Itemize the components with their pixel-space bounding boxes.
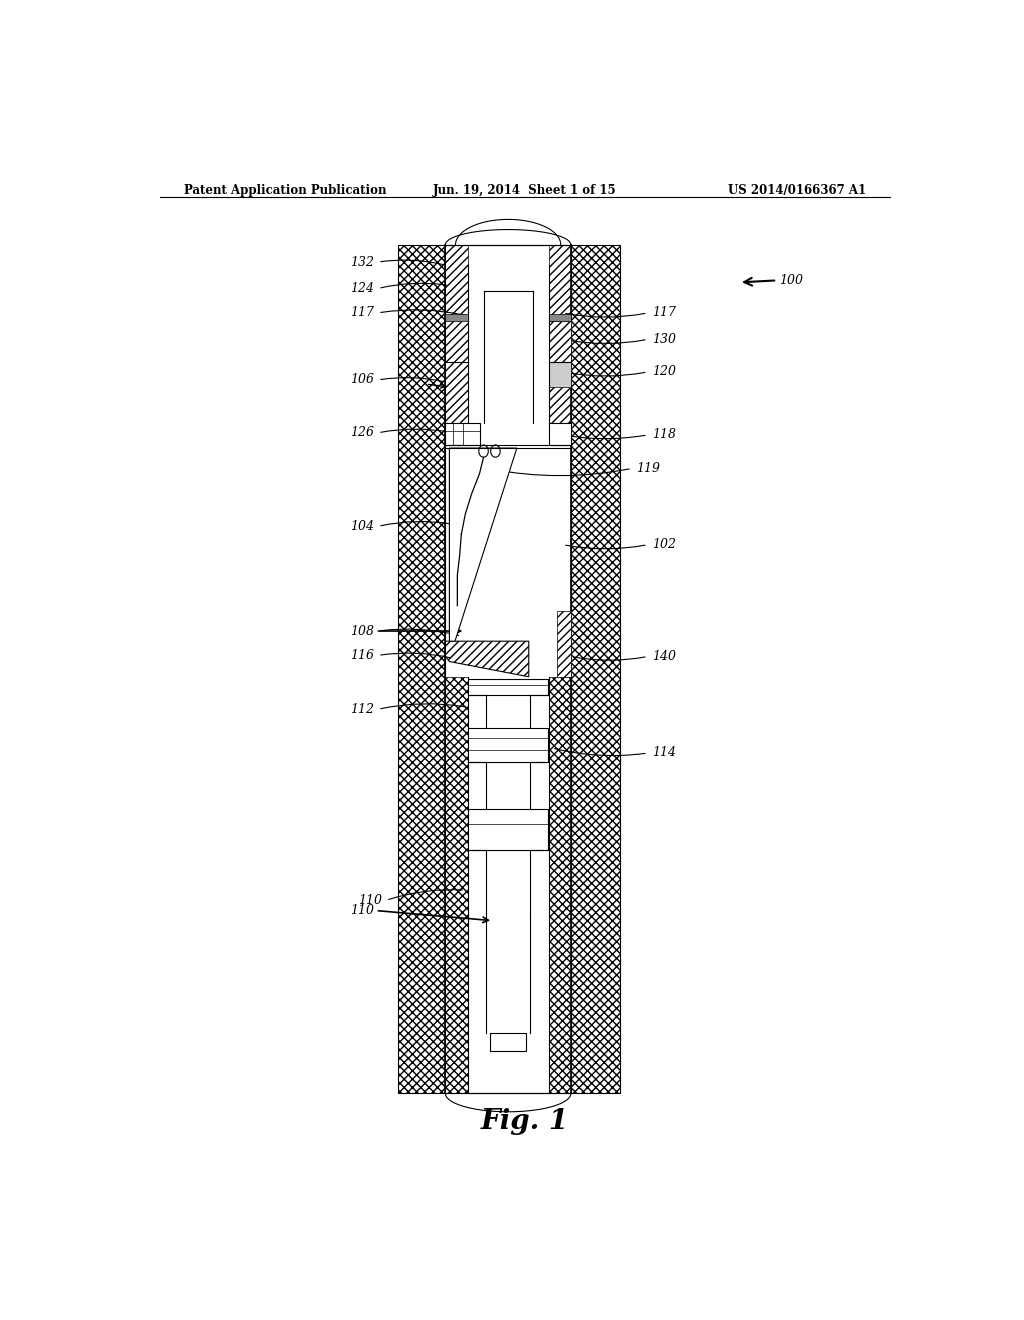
- Text: Jun. 19, 2014  Sheet 1 of 15: Jun. 19, 2014 Sheet 1 of 15: [433, 183, 616, 197]
- Polygon shape: [397, 244, 445, 1093]
- Polygon shape: [445, 244, 468, 422]
- Text: 126: 126: [350, 426, 374, 440]
- Polygon shape: [557, 611, 570, 677]
- Text: 106: 106: [350, 374, 374, 387]
- Text: 140: 140: [652, 649, 676, 663]
- Polygon shape: [549, 677, 570, 1093]
- Text: 118: 118: [652, 429, 676, 441]
- Text: 119: 119: [636, 462, 659, 475]
- Polygon shape: [549, 314, 570, 321]
- Text: Fig. 1: Fig. 1: [480, 1109, 569, 1135]
- Text: 130: 130: [652, 333, 676, 346]
- Polygon shape: [468, 727, 548, 762]
- Text: 110: 110: [350, 904, 374, 917]
- Polygon shape: [445, 422, 479, 445]
- Polygon shape: [468, 678, 548, 696]
- Text: Patent Application Publication: Patent Application Publication: [183, 183, 386, 197]
- Polygon shape: [570, 244, 620, 1093]
- Text: 100: 100: [778, 273, 803, 286]
- Text: 117: 117: [652, 306, 676, 319]
- Text: 114: 114: [652, 747, 676, 759]
- Text: 108: 108: [350, 624, 374, 638]
- Polygon shape: [445, 642, 528, 677]
- Polygon shape: [450, 447, 517, 642]
- Text: 117: 117: [350, 306, 374, 319]
- Text: US 2014/0166367 A1: US 2014/0166367 A1: [728, 183, 866, 197]
- Text: 124: 124: [350, 282, 374, 294]
- Text: 112: 112: [350, 702, 374, 715]
- Polygon shape: [549, 321, 570, 362]
- Text: 102: 102: [652, 539, 676, 552]
- Polygon shape: [549, 422, 570, 445]
- Polygon shape: [468, 809, 548, 850]
- Text: 116: 116: [350, 649, 374, 661]
- Text: 104: 104: [350, 520, 374, 533]
- Polygon shape: [549, 362, 570, 387]
- Text: 110: 110: [358, 894, 382, 907]
- Polygon shape: [445, 677, 468, 1093]
- Text: 120: 120: [652, 366, 676, 379]
- Polygon shape: [549, 244, 570, 422]
- Polygon shape: [445, 314, 468, 321]
- Polygon shape: [490, 1032, 526, 1051]
- Text: 132: 132: [350, 256, 374, 268]
